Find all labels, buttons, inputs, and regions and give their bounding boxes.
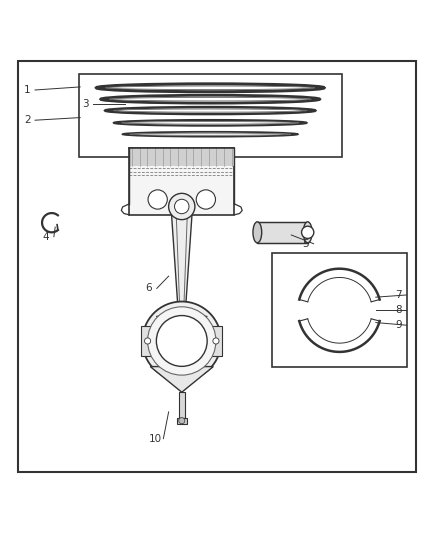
Bar — [272, 253, 407, 367]
Ellipse shape — [105, 107, 315, 114]
Text: 5: 5 — [302, 239, 309, 249]
Ellipse shape — [113, 109, 307, 112]
Polygon shape — [156, 312, 208, 317]
Bar — [79, 74, 342, 157]
Circle shape — [179, 418, 185, 424]
Circle shape — [169, 193, 195, 220]
Ellipse shape — [130, 133, 291, 135]
Text: 8: 8 — [395, 305, 402, 316]
Circle shape — [213, 338, 219, 344]
Bar — [179, 392, 185, 418]
Ellipse shape — [123, 132, 298, 136]
Ellipse shape — [101, 95, 320, 103]
Bar — [210, 326, 222, 356]
Bar — [257, 222, 307, 243]
Ellipse shape — [114, 120, 307, 126]
Circle shape — [148, 190, 167, 209]
Circle shape — [156, 316, 207, 366]
Text: 3: 3 — [82, 100, 89, 109]
Text: 7: 7 — [395, 290, 402, 300]
Text: 4: 4 — [42, 232, 49, 242]
Circle shape — [174, 199, 189, 214]
Circle shape — [196, 190, 215, 209]
Circle shape — [145, 338, 151, 344]
Ellipse shape — [110, 98, 311, 101]
Circle shape — [301, 226, 314, 238]
Bar — [129, 148, 234, 166]
Circle shape — [142, 302, 221, 381]
Text: 9: 9 — [395, 320, 402, 330]
Text: 6: 6 — [145, 284, 152, 293]
Ellipse shape — [96, 84, 324, 92]
Ellipse shape — [122, 122, 299, 124]
Bar — [177, 418, 187, 424]
Text: 1: 1 — [24, 85, 31, 95]
Ellipse shape — [106, 86, 315, 90]
Bar — [129, 148, 234, 215]
Polygon shape — [150, 367, 213, 392]
Ellipse shape — [303, 222, 312, 243]
Polygon shape — [171, 211, 192, 312]
Ellipse shape — [253, 222, 261, 243]
Bar — [141, 326, 154, 356]
Circle shape — [148, 307, 216, 375]
Text: 10: 10 — [149, 434, 162, 443]
Text: 2: 2 — [24, 115, 31, 125]
